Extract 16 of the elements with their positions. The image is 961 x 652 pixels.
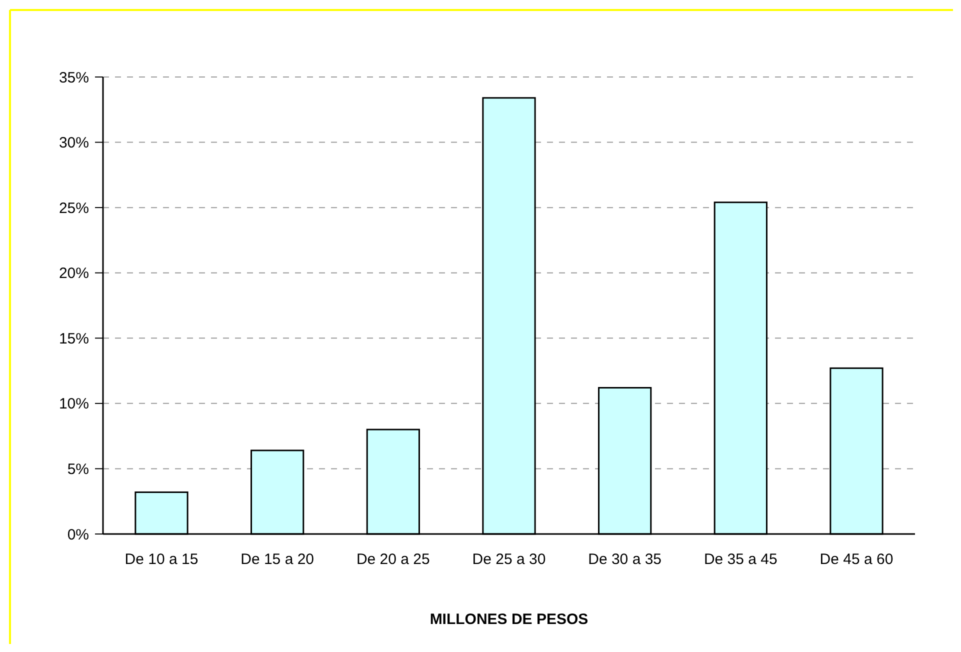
x-tick-label: De 30 a 35 — [588, 551, 662, 568]
y-tick-label: 0% — [67, 526, 89, 544]
y-tick-label: 5% — [67, 460, 89, 478]
y-tick-label: 15% — [58, 330, 89, 348]
x-tick-label: De 20 a 25 — [356, 551, 430, 568]
x-tick-label: De 15 a 20 — [240, 551, 314, 568]
y-tick-label: 30% — [58, 134, 89, 152]
y-tick-label: 20% — [58, 265, 89, 282]
x-tick-label: De 35 a 45 — [704, 551, 778, 568]
y-tick-label: 10% — [58, 396, 89, 413]
x-tick-label: De 10 a 15 — [124, 551, 198, 568]
x-tick-label: De 45 a 60 — [820, 551, 894, 568]
x-tick-label: De 25 a 30 — [472, 551, 546, 568]
y-tick-label: 35% — [58, 69, 89, 86]
x-axis-title: MILLONES DE PESOS — [430, 611, 588, 628]
y-tick-label: 25% — [58, 200, 89, 217]
